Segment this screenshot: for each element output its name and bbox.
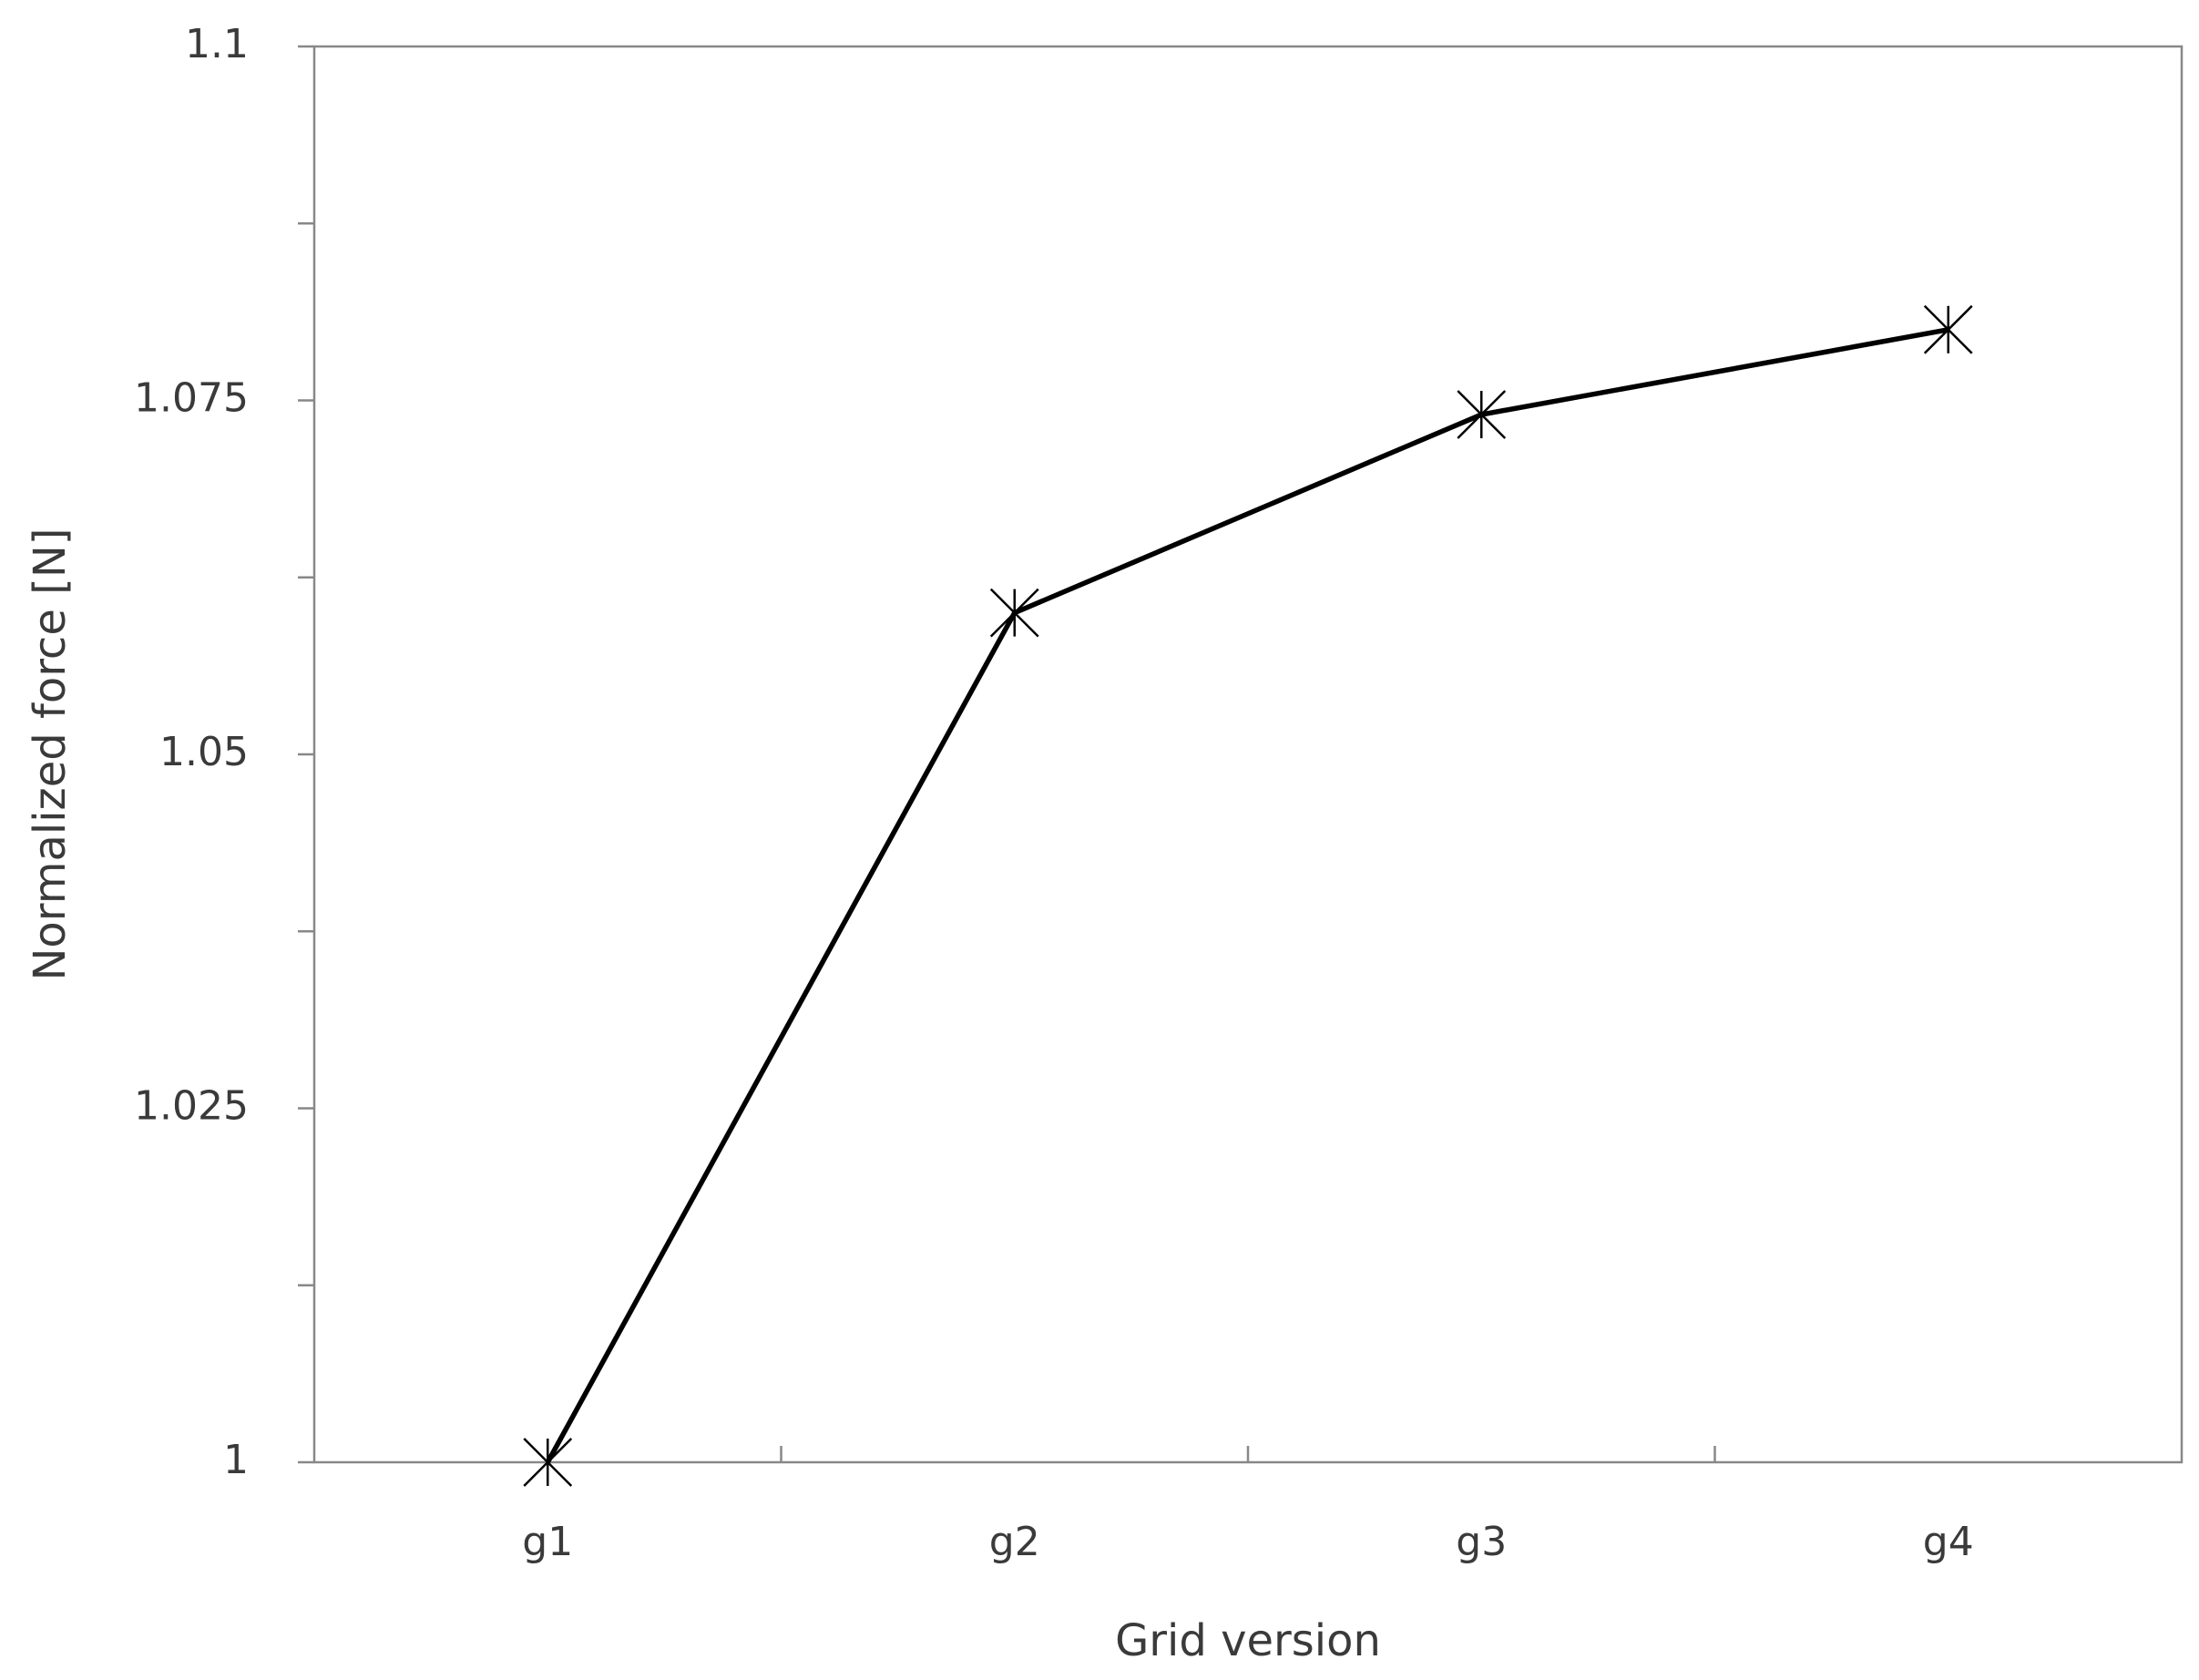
y-tick-label: 1.025 bbox=[134, 1083, 249, 1130]
plot-frame bbox=[312, 45, 2184, 1464]
data-marker bbox=[989, 588, 1039, 638]
x-tick-label: g1 bbox=[522, 1519, 573, 1565]
data-marker bbox=[523, 1438, 573, 1487]
x-tick-label: g3 bbox=[1456, 1519, 1507, 1565]
y-tick-label: 1.05 bbox=[159, 729, 249, 775]
x-tick-label: g2 bbox=[989, 1519, 1040, 1565]
y-tick-label: 1.1 bbox=[185, 21, 249, 67]
data-marker bbox=[1923, 304, 1973, 354]
y-tick-label: 1.075 bbox=[134, 375, 249, 422]
x-axis-title: Grid version bbox=[1115, 1615, 1381, 1666]
data-line bbox=[545, 327, 1949, 1464]
y-tick-label: 1 bbox=[223, 1437, 249, 1483]
y-axis-title: Normalized force [N] bbox=[25, 528, 76, 981]
x-tick-label: g4 bbox=[1923, 1519, 1974, 1565]
data-marker bbox=[1457, 390, 1507, 439]
